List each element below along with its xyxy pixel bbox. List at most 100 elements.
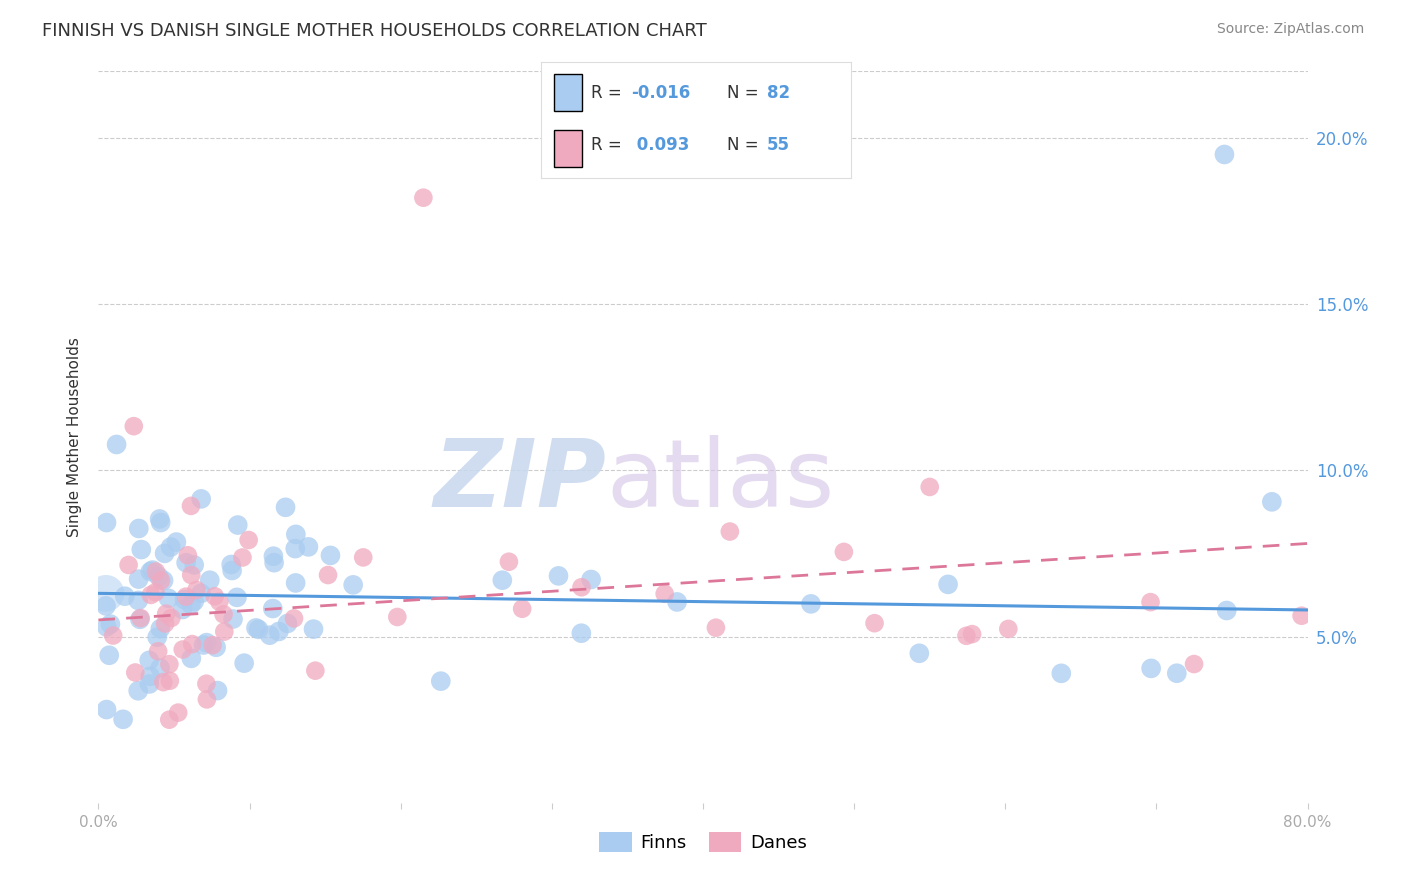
FancyBboxPatch shape [554,129,582,167]
Point [1166,666,1188,681]
Point [101,628,124,642]
Point [1182,657,1205,671]
Point [936,577,959,591]
Point [195,692,218,706]
Point [205,640,228,655]
Point [547,569,569,583]
Point [180,598,202,612]
Point [139,669,162,683]
Point [918,480,941,494]
Point [149,512,172,526]
Point [149,516,172,530]
Point [128,521,150,535]
Point [180,499,202,513]
Point [98,648,121,663]
Point [172,602,194,616]
Point [139,588,162,602]
Point [666,595,689,609]
Y-axis label: Single Mother Households: Single Mother Households [67,337,83,537]
Point [146,644,169,658]
Point [148,569,170,583]
Point [157,713,180,727]
Point [908,646,931,660]
Point [231,550,253,565]
Point [221,564,243,578]
Point [204,589,226,603]
Point [654,587,676,601]
Point [128,572,150,586]
Point [297,540,319,554]
Point [198,573,221,587]
Point [262,601,284,615]
Point [510,601,533,615]
Point [152,574,174,588]
Point [352,550,374,565]
Point [430,674,453,689]
Point [149,574,172,588]
Text: FINNISH VS DANISH SINGLE MOTHER HOUSEHOLDS CORRELATION CHART: FINNISH VS DANISH SINGLE MOTHER HOUSEHOL… [42,22,707,40]
Point [146,630,169,644]
Point [96,702,118,716]
Point [186,582,208,597]
Point [167,706,190,720]
Point [1213,147,1236,161]
Point [141,563,163,577]
Point [579,573,602,587]
Point [569,626,592,640]
Point [180,568,202,582]
Point [387,610,409,624]
Point [498,555,520,569]
Point [159,540,181,554]
Point [412,191,434,205]
Point [863,616,886,631]
Text: Source: ZipAtlas.com: Source: ZipAtlas.com [1216,22,1364,37]
Point [1139,595,1161,609]
Point [233,656,256,670]
Point [172,642,194,657]
Point [214,624,236,639]
Point [277,616,299,631]
Point [174,590,197,604]
Point [226,591,249,605]
Point [302,622,325,636]
Point [960,627,983,641]
Point [180,651,202,665]
Point [1291,608,1313,623]
Point [316,568,339,582]
Point [129,611,152,625]
Point [127,593,149,607]
Point [247,623,270,637]
Point [149,622,172,636]
Point [96,620,118,634]
Point [96,516,118,530]
Point [155,607,177,621]
Point [262,549,284,564]
Point [208,594,231,608]
Point [157,591,180,606]
Text: -0.016: -0.016 [631,84,690,103]
Point [800,597,823,611]
Point [304,664,326,678]
Point [139,565,162,579]
Point [491,573,513,587]
Point [212,607,235,622]
Point [219,558,242,572]
Point [112,712,135,726]
Point [195,635,218,649]
Point [153,546,176,560]
Point [157,657,180,672]
Point [152,675,174,690]
Point [129,542,152,557]
Legend: Finns, Danes: Finns, Danes [592,824,814,860]
Point [283,611,305,625]
Point [128,612,150,626]
Point [94,586,117,600]
Point [183,594,205,608]
Point [177,549,200,563]
Point [238,533,260,547]
Point [181,637,204,651]
Text: N =: N = [727,84,763,103]
Point [263,556,285,570]
Point [955,629,977,643]
Point [114,589,136,603]
